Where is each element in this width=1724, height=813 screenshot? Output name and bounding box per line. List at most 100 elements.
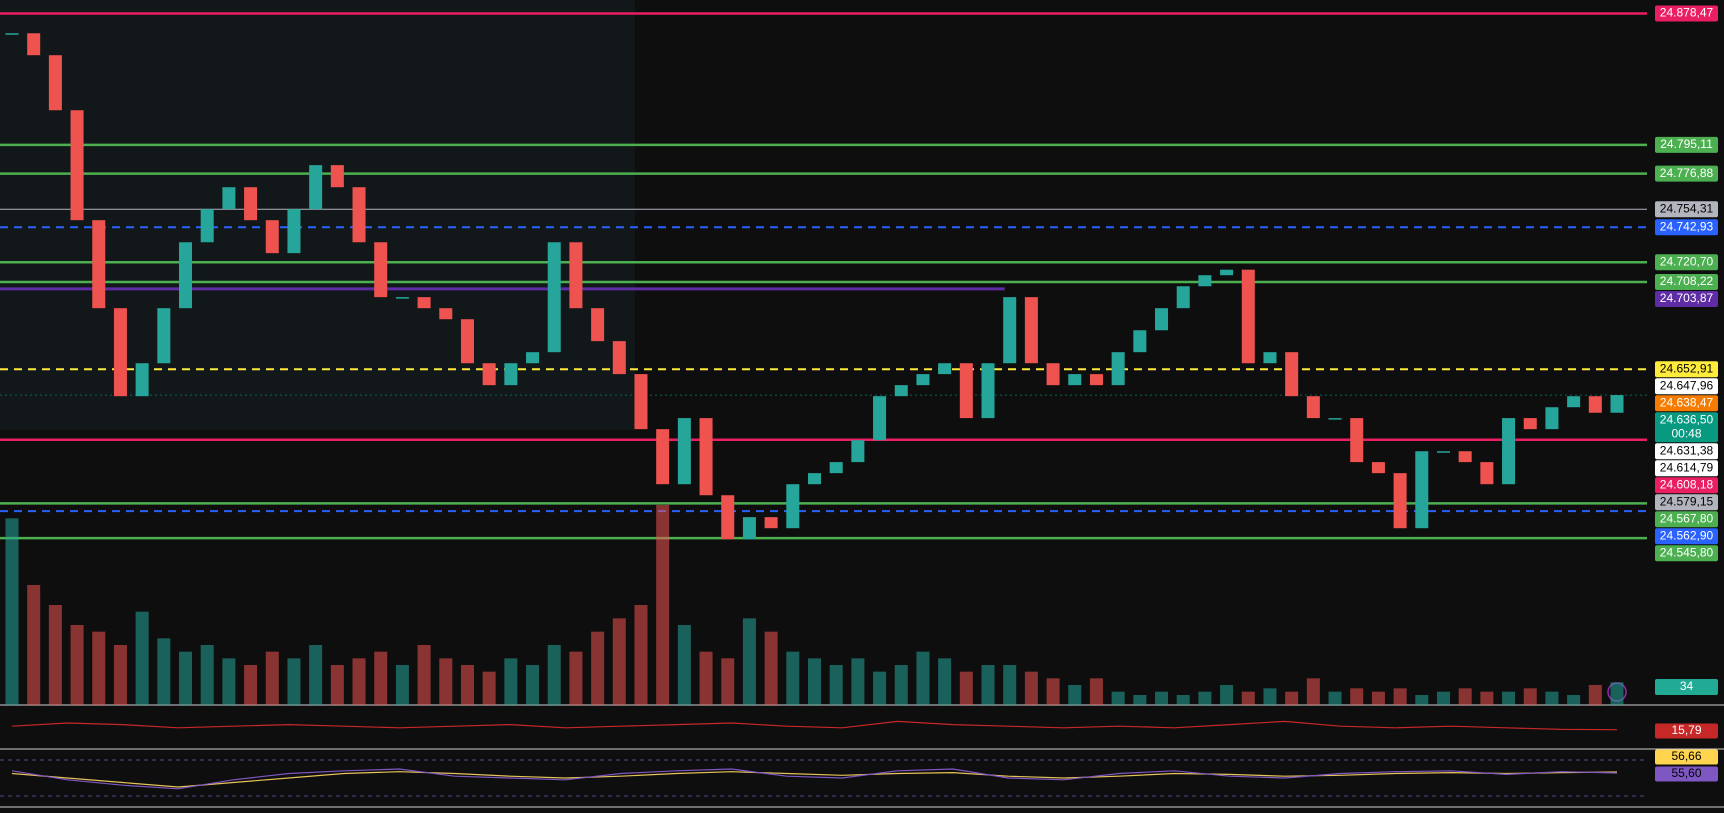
volume-bar <box>851 658 865 705</box>
price-label-box <box>1655 443 1718 460</box>
candle <box>1350 418 1364 463</box>
candle <box>1480 462 1494 485</box>
price-label: 24.754,31 <box>1660 201 1714 215</box>
candle <box>981 363 995 419</box>
price-label: 24.652,91 <box>1660 361 1714 375</box>
candle <box>504 363 518 386</box>
volume-bar <box>352 658 366 705</box>
volume-bar <box>222 658 236 705</box>
candle <box>894 385 908 397</box>
price-label: 24.631,38 <box>1660 443 1714 457</box>
price-label: 24.742,93 <box>1660 219 1714 233</box>
volume-bar <box>1089 678 1103 705</box>
candle <box>938 363 952 375</box>
volume-bar <box>1371 691 1385 705</box>
candle <box>764 517 778 529</box>
volume-bar <box>916 651 930 705</box>
price-label-box <box>1655 165 1718 182</box>
candle <box>157 308 171 364</box>
candle <box>222 187 236 210</box>
candle <box>786 484 800 529</box>
volume-bar <box>504 658 518 705</box>
candle <box>1285 352 1299 397</box>
volume-bar <box>1003 665 1017 705</box>
price-label: 24.636,50 <box>1660 412 1714 426</box>
volume-bar <box>1306 678 1320 705</box>
volume-bar <box>179 651 193 705</box>
candle <box>1155 308 1169 331</box>
volume-bar <box>1220 685 1234 705</box>
volume-bar <box>1502 691 1516 705</box>
candle <box>244 187 258 221</box>
price-label: 24.614,79 <box>1660 460 1714 474</box>
candle <box>1458 451 1472 463</box>
volume-bar <box>70 625 84 705</box>
volume-bar <box>1198 691 1212 705</box>
volume-bar <box>764 631 778 705</box>
price-label-box <box>1655 477 1718 494</box>
price-label-box <box>1655 254 1718 271</box>
volume-bar <box>1068 685 1082 705</box>
price-label: 24.795,11 <box>1660 137 1713 151</box>
price-label-box <box>1655 494 1718 511</box>
volume-bar <box>1111 691 1125 705</box>
candle <box>1567 396 1581 408</box>
candle <box>526 352 540 364</box>
candle <box>179 242 193 309</box>
volume-bar <box>721 658 735 705</box>
indicator-label-box <box>1655 723 1718 739</box>
volume-bar <box>894 665 908 705</box>
price-label-box <box>1655 273 1718 290</box>
volume-bar <box>786 651 800 705</box>
candle <box>1502 418 1516 485</box>
indicator-line <box>11 768 1618 790</box>
volume-bar <box>981 665 995 705</box>
volume-bar <box>1480 691 1494 705</box>
volume-bar <box>612 618 626 705</box>
candle <box>699 418 713 496</box>
candle <box>873 396 887 441</box>
volume-bar <box>417 645 431 705</box>
volume-bar <box>526 665 540 705</box>
volume-bar <box>113 645 127 705</box>
candle <box>1089 374 1103 386</box>
candle <box>677 418 691 485</box>
price-label-box <box>1655 201 1718 218</box>
price-label: 24.608,18 <box>1660 477 1714 491</box>
volume-bar <box>374 651 388 705</box>
candle <box>612 341 626 375</box>
volume-bar <box>1328 691 1342 705</box>
volume-bar <box>439 658 453 705</box>
candle <box>1176 286 1190 309</box>
price-label: 24.878,47 <box>1660 6 1714 20</box>
volume-bar <box>1610 682 1624 705</box>
volume-bar <box>1285 691 1299 705</box>
candle <box>634 374 648 430</box>
candle <box>309 165 323 210</box>
candle <box>1371 462 1385 474</box>
volume-bar <box>1588 685 1602 705</box>
candle <box>287 209 301 254</box>
volume-bar <box>244 665 258 705</box>
price-label-box <box>1655 545 1718 562</box>
candle <box>547 242 561 353</box>
volume-bar <box>938 658 952 705</box>
price-label-box <box>1655 395 1718 412</box>
candle <box>1111 352 1125 386</box>
candle <box>48 55 62 111</box>
indicator-label: 55,60 <box>1671 766 1701 780</box>
candle <box>1610 395 1624 413</box>
candle <box>113 308 127 397</box>
volume-bar <box>1046 678 1060 705</box>
price-label: 24.562,90 <box>1660 528 1714 542</box>
volume-bar <box>27 585 41 705</box>
volume-bar <box>1176 695 1190 705</box>
volume-bar <box>395 665 409 705</box>
candle <box>374 242 388 298</box>
price-label: 24.647,96 <box>1660 378 1714 392</box>
volume-bar <box>309 645 323 705</box>
volume-bar <box>547 645 561 705</box>
price-label-box <box>1655 460 1718 477</box>
candle <box>265 220 279 254</box>
